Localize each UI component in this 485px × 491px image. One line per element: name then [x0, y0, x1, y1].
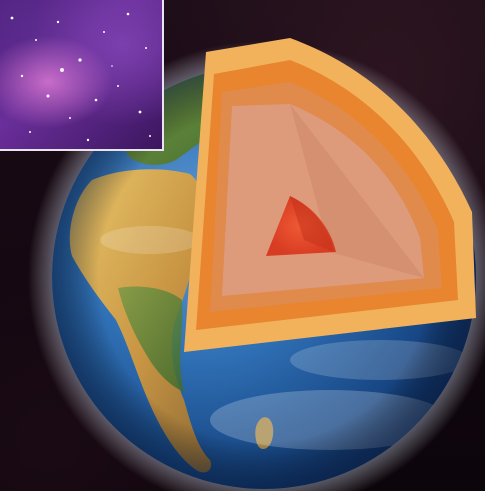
earth-layer-cutaway	[184, 38, 476, 352]
wedge-facet	[290, 104, 424, 278]
star-field	[10, 12, 151, 142]
inner-core-shade	[290, 196, 334, 252]
nebula-inset-image	[0, 0, 164, 151]
